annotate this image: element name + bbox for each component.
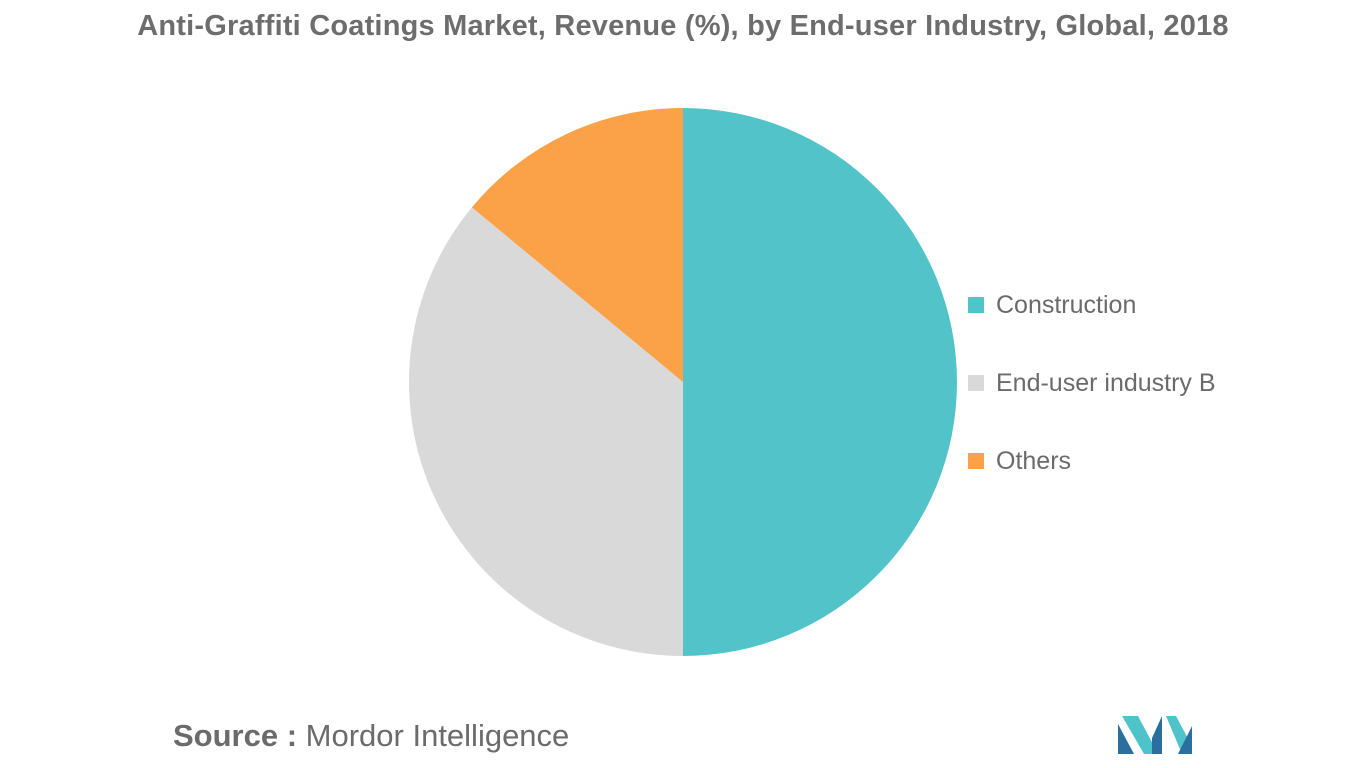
pie-slice-construction	[683, 108, 957, 656]
legend-item: Construction	[968, 288, 1216, 322]
legend-label: Others	[996, 446, 1072, 475]
legend-label: Construction	[996, 290, 1137, 319]
source-note: Source : Mordor Intelligence	[173, 718, 569, 754]
source-label: Source :	[173, 718, 298, 753]
chart-legend: Construction End-user industry B Others	[968, 288, 1216, 522]
legend-item: End-user industry B	[968, 366, 1216, 400]
legend-swatch	[968, 375, 984, 391]
source-text: Mordor Intelligence	[305, 718, 570, 753]
legend-label: End-user industry B	[996, 368, 1216, 397]
chart-title: Anti-Graffiti Coatings Market, Revenue (…	[137, 10, 1229, 42]
legend-swatch	[968, 453, 984, 469]
mordor-intelligence-logo-icon	[1118, 716, 1192, 754]
legend-swatch	[968, 297, 984, 313]
pie-slice-others	[471, 108, 683, 382]
pie-slice-end-user-industry-b	[409, 207, 683, 656]
legend-item: Others	[968, 444, 1216, 478]
